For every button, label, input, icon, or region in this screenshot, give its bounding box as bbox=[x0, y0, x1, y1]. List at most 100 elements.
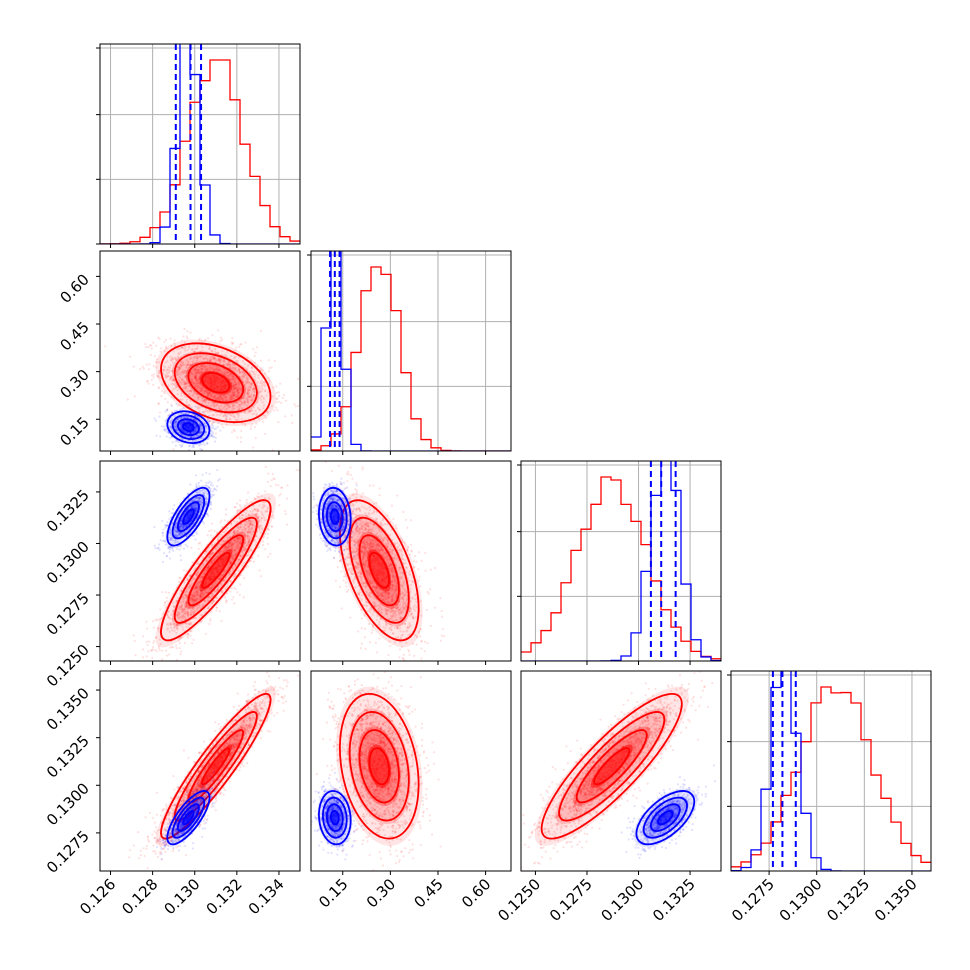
scatter-point bbox=[223, 372, 226, 376]
scatter-point bbox=[235, 401, 238, 404]
scatter-point bbox=[165, 409, 169, 412]
scatter-point bbox=[204, 424, 207, 428]
scatter-point bbox=[176, 417, 179, 421]
scatter-point bbox=[180, 339, 184, 342]
scatter-point bbox=[192, 443, 195, 447]
scatter-point bbox=[194, 375, 197, 378]
scatter-point bbox=[231, 403, 234, 407]
scatter-point bbox=[182, 372, 185, 375]
scatter-point bbox=[196, 407, 199, 410]
scatter-point bbox=[206, 442, 209, 445]
scatter-point bbox=[219, 358, 223, 361]
scatter-point bbox=[195, 434, 199, 437]
scatter-point bbox=[191, 431, 195, 435]
scatter-point bbox=[240, 436, 243, 439]
scatter-point bbox=[213, 357, 216, 360]
scatter-point bbox=[217, 366, 220, 369]
scatter-point bbox=[183, 415, 186, 418]
scatter-point bbox=[142, 648, 145, 651]
scatter-point bbox=[204, 365, 207, 369]
scatter-point bbox=[189, 634, 192, 637]
scatter-point bbox=[244, 372, 247, 375]
scatter-point bbox=[194, 355, 197, 358]
scatter-point bbox=[217, 397, 220, 400]
scatter-point bbox=[170, 427, 173, 430]
scatter-point bbox=[147, 640, 151, 643]
scatter-point bbox=[174, 420, 177, 423]
scatter-point bbox=[226, 362, 229, 366]
scatter-point bbox=[226, 374, 229, 377]
scatter-point bbox=[249, 425, 252, 428]
scatter-point bbox=[198, 387, 201, 390]
scatter-point bbox=[243, 388, 246, 392]
scatter-point bbox=[200, 443, 203, 446]
scatter-point bbox=[245, 381, 248, 384]
scatter-point bbox=[208, 359, 211, 362]
scatter-point bbox=[219, 369, 222, 372]
scatter-point bbox=[158, 415, 161, 418]
scatter-point bbox=[192, 444, 195, 447]
scatter-point bbox=[191, 362, 195, 365]
scatter-point bbox=[248, 411, 251, 414]
scatter-point bbox=[205, 431, 208, 434]
scatter-point bbox=[185, 420, 188, 423]
scatter-point bbox=[228, 374, 231, 377]
scatter-point bbox=[243, 374, 247, 377]
scatter-point bbox=[232, 415, 235, 418]
scatter-point bbox=[216, 351, 220, 354]
scatter-point bbox=[230, 398, 234, 401]
scatter-point bbox=[174, 425, 177, 428]
scatter-point bbox=[213, 356, 216, 359]
scatter-point bbox=[266, 411, 269, 414]
scatter-point bbox=[160, 425, 163, 428]
scatter-point bbox=[210, 534, 213, 537]
scatter-point bbox=[229, 366, 232, 369]
scatter-point bbox=[204, 401, 207, 404]
scatter-point bbox=[154, 618, 157, 621]
scatter-point bbox=[245, 381, 248, 385]
scatter-point bbox=[175, 370, 178, 373]
scatter-point bbox=[195, 392, 198, 396]
scatter-point bbox=[198, 381, 201, 384]
scatter-point bbox=[179, 364, 182, 367]
scatter-point bbox=[189, 435, 193, 439]
scatter-point bbox=[255, 422, 258, 425]
scatter-point bbox=[233, 388, 236, 391]
scatter-point bbox=[180, 416, 183, 419]
scatter-point bbox=[158, 386, 161, 389]
scatter-point bbox=[238, 370, 241, 374]
scatter-point bbox=[211, 357, 214, 360]
scatter-point bbox=[214, 427, 218, 430]
scatter-point bbox=[255, 414, 258, 417]
scatter-point bbox=[186, 348, 189, 352]
scatter-point bbox=[227, 360, 230, 363]
scatter-point bbox=[162, 425, 166, 428]
scatter-point bbox=[216, 403, 219, 406]
scatter-point bbox=[231, 375, 234, 378]
scatter-point bbox=[155, 650, 158, 653]
scatter-point bbox=[195, 430, 198, 433]
scatter-point bbox=[261, 543, 265, 547]
scatter-point bbox=[167, 374, 170, 378]
scatter-point bbox=[195, 368, 198, 372]
scatter-point bbox=[215, 397, 218, 400]
scatter-point bbox=[198, 350, 202, 353]
scatter-point bbox=[243, 386, 247, 389]
scatter-point bbox=[243, 411, 246, 414]
scatter-point bbox=[175, 358, 179, 362]
scatter-point bbox=[198, 370, 201, 373]
scatter-point bbox=[213, 396, 216, 399]
scatter-point bbox=[253, 412, 256, 415]
scatter-point bbox=[197, 381, 200, 385]
scatter-point bbox=[195, 439, 198, 442]
scatter-point bbox=[204, 632, 207, 636]
scatter-point bbox=[162, 368, 165, 372]
scatter-point bbox=[251, 398, 254, 401]
scatter-point bbox=[204, 398, 207, 402]
scatter-point bbox=[241, 380, 245, 383]
scatter-point bbox=[195, 379, 199, 382]
scatter-point bbox=[185, 378, 189, 381]
scatter-point bbox=[203, 422, 206, 425]
scatter-point bbox=[240, 342, 243, 346]
scatter-point bbox=[224, 393, 227, 397]
